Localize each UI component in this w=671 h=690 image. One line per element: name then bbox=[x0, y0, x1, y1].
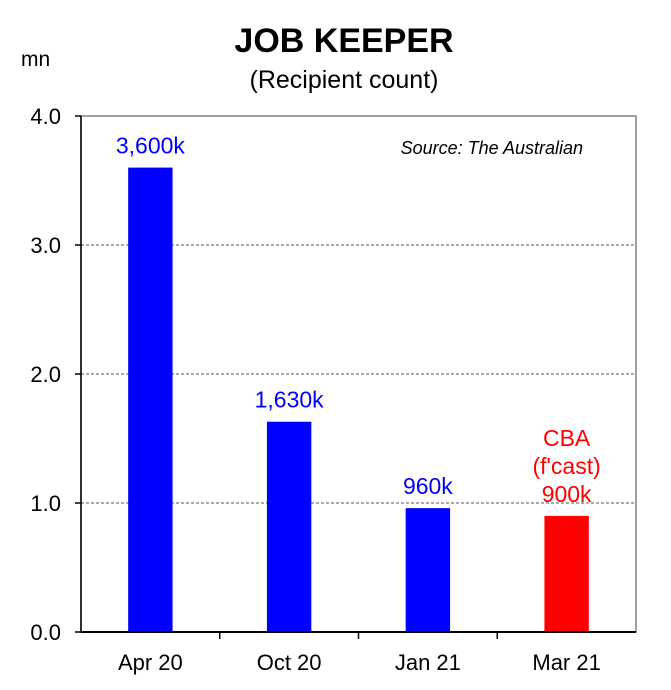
bar bbox=[128, 167, 173, 632]
category-label: Mar 21 bbox=[532, 650, 600, 675]
data-labels: 3,600k 1,630k 960k CBA(f'cast)900k bbox=[116, 133, 601, 507]
axes bbox=[75, 115, 636, 639]
chart-title: JOB KEEPER bbox=[234, 22, 453, 60]
bars bbox=[128, 167, 589, 632]
bar bbox=[266, 421, 312, 632]
data-label: CBA bbox=[543, 425, 591, 451]
y-tick-label: 3.0 bbox=[30, 233, 61, 258]
chart-subtitle: (Recipient count) bbox=[250, 66, 439, 94]
data-label: 1,630k bbox=[255, 387, 325, 413]
gridlines bbox=[81, 244, 636, 504]
category-label: Apr 20 bbox=[118, 650, 183, 675]
category-label: Oct 20 bbox=[257, 650, 322, 675]
bar bbox=[544, 515, 589, 632]
y-tick-label: 0.0 bbox=[30, 620, 61, 645]
y-tick-label: 1.0 bbox=[30, 491, 61, 516]
category-labels: Apr 20 Oct 20 Jan 21 Mar 21 bbox=[118, 650, 601, 675]
category-label: Jan 21 bbox=[395, 650, 461, 675]
y-tick-label: 2.0 bbox=[30, 362, 61, 387]
bar bbox=[405, 508, 451, 632]
y-tick-label: 4.0 bbox=[30, 104, 61, 129]
y-tick-labels: 0.0 1.0 2.0 3.0 4.0 bbox=[30, 104, 61, 645]
y-axis-unit: mn bbox=[21, 48, 50, 71]
data-label: 960k bbox=[403, 473, 453, 499]
source-annotation: Source: The Australian bbox=[401, 138, 583, 158]
data-label: (f'cast) bbox=[532, 453, 600, 479]
data-label: 900k bbox=[542, 481, 592, 507]
data-label: 3,600k bbox=[116, 133, 186, 159]
